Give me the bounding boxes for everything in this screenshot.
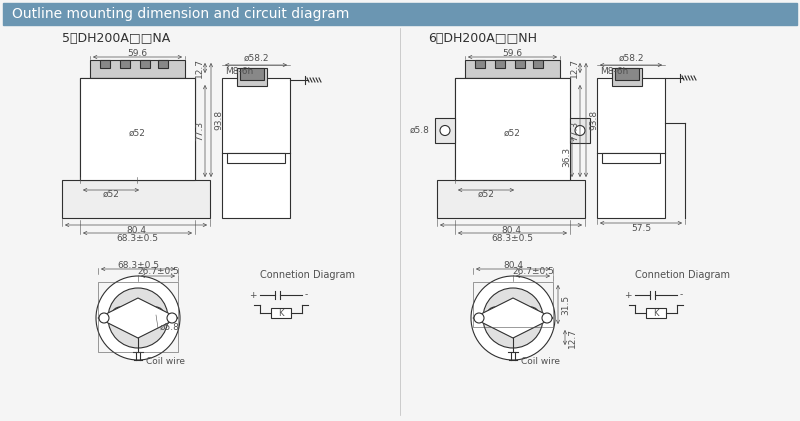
- Bar: [515, 60, 525, 68]
- Text: ø52: ø52: [504, 129, 521, 138]
- Text: ø52: ø52: [129, 129, 146, 138]
- Text: 77.3: 77.3: [195, 121, 204, 141]
- Bar: [80, 78, 195, 180]
- Bar: [3, 3, 797, 25]
- Text: 93.8: 93.8: [589, 110, 598, 130]
- Text: M8-6h: M8-6h: [600, 67, 628, 76]
- Text: 12.7: 12.7: [568, 328, 577, 347]
- Text: 6、DH200A□□NH: 6、DH200A□□NH: [428, 32, 537, 45]
- Circle shape: [117, 312, 123, 318]
- Bar: [455, 78, 570, 180]
- Text: 68.3±0.5: 68.3±0.5: [117, 234, 158, 242]
- Text: 80.4: 80.4: [503, 261, 523, 269]
- Bar: [435, 118, 455, 143]
- Text: 26.7±0.5: 26.7±0.5: [512, 267, 554, 277]
- Bar: [90, 60, 185, 78]
- Text: ø5.8: ø5.8: [160, 323, 180, 332]
- Circle shape: [96, 276, 180, 360]
- Circle shape: [523, 307, 539, 323]
- Text: 12.7: 12.7: [570, 58, 579, 78]
- Polygon shape: [98, 298, 178, 338]
- Text: 59.6: 59.6: [502, 48, 522, 58]
- Circle shape: [575, 125, 585, 136]
- Text: -: -: [680, 290, 683, 299]
- Text: Outline mounting dimension and circuit diagram: Outline mounting dimension and circuit d…: [12, 7, 350, 21]
- Text: 77.3: 77.3: [570, 121, 579, 141]
- Bar: [437, 180, 585, 218]
- Text: 68.3±0.5: 68.3±0.5: [491, 234, 534, 242]
- Circle shape: [440, 125, 450, 136]
- Bar: [477, 98, 548, 153]
- Circle shape: [492, 312, 498, 318]
- Bar: [62, 180, 210, 218]
- Text: K: K: [654, 309, 658, 317]
- Text: ø52: ø52: [102, 189, 119, 198]
- Circle shape: [108, 288, 168, 348]
- Bar: [646, 308, 666, 318]
- Text: ø58.2: ø58.2: [618, 54, 644, 63]
- Text: 93.8: 93.8: [214, 110, 223, 130]
- Text: 80.4: 80.4: [126, 226, 146, 234]
- Circle shape: [153, 312, 159, 318]
- Circle shape: [167, 313, 177, 323]
- Text: 68.3±0.5: 68.3±0.5: [117, 261, 159, 269]
- Bar: [465, 60, 560, 78]
- Text: K: K: [278, 309, 284, 317]
- Circle shape: [542, 313, 552, 323]
- Circle shape: [112, 307, 128, 323]
- Bar: [120, 60, 130, 68]
- Text: Coil wire: Coil wire: [521, 357, 560, 366]
- Text: 80.4: 80.4: [501, 226, 521, 234]
- Text: Coil wire: Coil wire: [146, 357, 185, 366]
- Bar: [80, 78, 195, 180]
- Bar: [597, 78, 665, 218]
- Bar: [495, 60, 505, 68]
- Bar: [615, 68, 639, 80]
- Bar: [271, 308, 291, 318]
- Text: ø52: ø52: [478, 189, 494, 198]
- Text: 26.7±0.5: 26.7±0.5: [137, 267, 179, 277]
- Text: 57.5: 57.5: [631, 224, 651, 232]
- Polygon shape: [473, 298, 553, 338]
- Bar: [455, 78, 570, 180]
- Text: +: +: [250, 290, 257, 299]
- Bar: [222, 78, 290, 218]
- Circle shape: [483, 288, 543, 348]
- Circle shape: [99, 313, 109, 323]
- Bar: [473, 282, 553, 327]
- Bar: [100, 60, 110, 68]
- Circle shape: [487, 307, 503, 323]
- Bar: [570, 118, 590, 143]
- Text: M8-6h: M8-6h: [225, 67, 254, 76]
- Circle shape: [528, 312, 534, 318]
- Bar: [227, 153, 285, 163]
- Circle shape: [471, 276, 555, 360]
- Text: 12.7: 12.7: [195, 58, 204, 78]
- Bar: [158, 60, 168, 68]
- Text: Connetion Diagram: Connetion Diagram: [260, 270, 355, 280]
- Text: ø5.8: ø5.8: [410, 126, 430, 135]
- Bar: [533, 60, 543, 68]
- Bar: [612, 68, 642, 86]
- Circle shape: [474, 313, 484, 323]
- Text: ø58.2: ø58.2: [243, 54, 269, 63]
- Text: -: -: [305, 290, 308, 299]
- Text: +: +: [625, 290, 632, 299]
- Text: Connetion Diagram: Connetion Diagram: [635, 270, 730, 280]
- Bar: [102, 98, 173, 153]
- Text: 59.6: 59.6: [127, 48, 147, 58]
- Bar: [140, 60, 150, 68]
- Bar: [98, 282, 178, 352]
- Circle shape: [148, 307, 164, 323]
- Text: 31.5: 31.5: [561, 294, 570, 314]
- Bar: [237, 68, 267, 86]
- Bar: [240, 68, 264, 80]
- Bar: [475, 60, 485, 68]
- Text: 36.3: 36.3: [562, 147, 571, 167]
- Text: 5、DH200A□□NA: 5、DH200A□□NA: [62, 32, 170, 45]
- Bar: [602, 153, 660, 163]
